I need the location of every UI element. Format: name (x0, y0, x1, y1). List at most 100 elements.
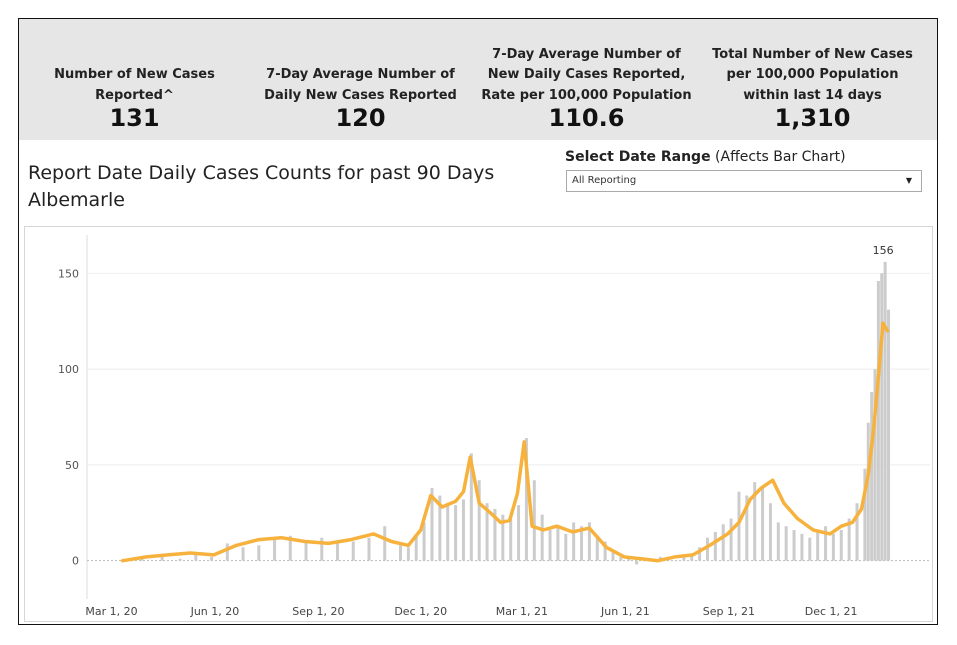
kpi-label: Total Number of New Cases per 100,000 Po… (712, 46, 913, 103)
daily-case-bar (698, 547, 702, 561)
daily-case-bar (873, 369, 877, 561)
y-tick-label: 150 (58, 267, 79, 280)
daily-case-bar (603, 541, 607, 561)
daily-case-bar (477, 480, 481, 561)
daily-case-bar (524, 438, 528, 561)
kpi-label: 7-Day Average Number of Daily New Cases … (264, 67, 457, 103)
seven-day-average-line (120, 321, 890, 563)
kpi-label: 7-Day Average Number of New Daily Cases … (481, 46, 692, 103)
chart-title: Report Date Daily Cases Counts for past … (28, 160, 494, 214)
daily-case-bar (273, 539, 277, 561)
kpi-14day-total-rate: Total Number of New Cases per 100,000 Po… (700, 19, 925, 140)
daily-case-bar (761, 487, 765, 561)
daily-case-bar (548, 530, 552, 561)
daily-case-bar (414, 535, 418, 561)
date-range-filter-label: Select Date Range (Affects Bar Chart) (565, 149, 846, 165)
daily-case-bar (690, 554, 694, 561)
daily-case-bar (721, 524, 725, 561)
daily-case-bar (257, 545, 261, 561)
daily-case-bar (469, 453, 473, 561)
chart-svg: 0 50 100 150 Mar 1, 20 Jun 1, 20 Sep 1, 20 Dec … (58, 235, 930, 618)
daily-case-bar (367, 537, 371, 561)
daily-case-bar (540, 514, 544, 561)
daily-case-bar (194, 553, 198, 561)
daily-case-bar (847, 518, 851, 561)
dashboard-frame: Number of New Cases Reported^ 131 7-Day … (18, 18, 938, 625)
x-tick-label: Dec 1, 21 (805, 605, 858, 618)
x-tick-label: Dec 1, 20 (394, 605, 447, 618)
daily-case-bar (855, 503, 859, 561)
x-tick-label: Sep 1, 20 (292, 605, 344, 618)
daily-case-bar (883, 261, 887, 561)
daily-case-bar (824, 526, 828, 561)
daily-case-bar (501, 514, 505, 561)
daily-case-bar (866, 422, 870, 561)
daily-case-bar (336, 543, 340, 561)
daily-case-bar (595, 535, 599, 561)
chevron-down-icon[interactable]: ▼ (905, 176, 912, 185)
daily-case-bar (705, 537, 709, 561)
daily-case-bar (517, 505, 521, 561)
daily-case-bar (438, 495, 442, 561)
daily-case-bar (808, 537, 812, 561)
daily-case-bar (351, 541, 355, 561)
date-range-dropdown[interactable]: All Reporting ▼ (566, 170, 922, 192)
daily-case-bar (876, 280, 880, 561)
chart-subtitle: Albemarle (28, 189, 125, 211)
daily-case-bar (627, 558, 631, 561)
daily-case-bar (320, 537, 324, 561)
kpi-value: 110.6 (548, 104, 625, 132)
daily-case-bar (383, 526, 387, 561)
y-tick-label: 50 (65, 459, 79, 472)
daily-case-bar (509, 518, 513, 561)
kpi-band: Number of New Cases Reported^ 131 7-Day … (19, 19, 937, 140)
kpi-value: 1,310 (774, 104, 851, 132)
kpi-value: 120 (335, 104, 386, 132)
daily-case-bar (863, 468, 867, 561)
daily-case-bar (178, 558, 182, 561)
daily-case-bar (580, 526, 584, 561)
daily-case-bar (784, 526, 788, 561)
daily-case-bar (160, 554, 164, 561)
daily-case-bar (461, 499, 465, 561)
daily-case-bar (870, 392, 874, 561)
daily-case-bar (493, 508, 497, 561)
x-tick-label: Sep 1, 21 (703, 605, 755, 618)
daily-case-bar (753, 482, 757, 561)
daily-case-bar (800, 533, 804, 561)
daily-case-bar (635, 560, 639, 565)
daily-case-bar (880, 273, 884, 561)
daily-case-bar (816, 530, 820, 561)
x-tick-label: Mar 1, 21 (496, 605, 548, 618)
daily-case-bar (406, 547, 410, 561)
daily-case-bar (831, 533, 835, 561)
daily-case-bar (288, 535, 292, 561)
daily-case-bar (210, 556, 214, 561)
y-tick-label: 0 (72, 555, 79, 568)
daily-case-bar (839, 530, 843, 561)
daily-case-bar (768, 503, 772, 561)
daily-case-bar (556, 526, 560, 561)
x-tick-label: Mar 1, 20 (85, 605, 137, 618)
daily-case-bar (737, 491, 741, 561)
daily-case-bar (674, 560, 678, 562)
y-tick-label: 100 (58, 363, 79, 376)
kpi-label: Number of New Cases Reported^ (54, 67, 215, 103)
daily-case-bar (225, 543, 229, 561)
daily-case-bar (792, 530, 796, 561)
max-value-label: 156 (873, 244, 894, 257)
dropdown-selected-value: All Reporting (572, 175, 637, 186)
daily-case-bar (398, 545, 402, 561)
kpi-7day-average: 7-Day Average Number of Daily New Cases … (248, 19, 473, 140)
daily-case-bar (454, 505, 458, 561)
daily-case-bar (745, 495, 749, 561)
daily-case-bar (887, 309, 891, 561)
daily-case-bar (587, 522, 591, 561)
daily-case-bar (304, 541, 308, 561)
x-tick-label: Jun 1, 20 (190, 605, 240, 618)
daily-case-bar (713, 531, 717, 561)
x-tick-label: Jun 1, 21 (600, 605, 650, 618)
daily-case-bar (729, 518, 733, 561)
daily-case-bar (572, 522, 576, 561)
daily-case-bar (446, 503, 450, 561)
